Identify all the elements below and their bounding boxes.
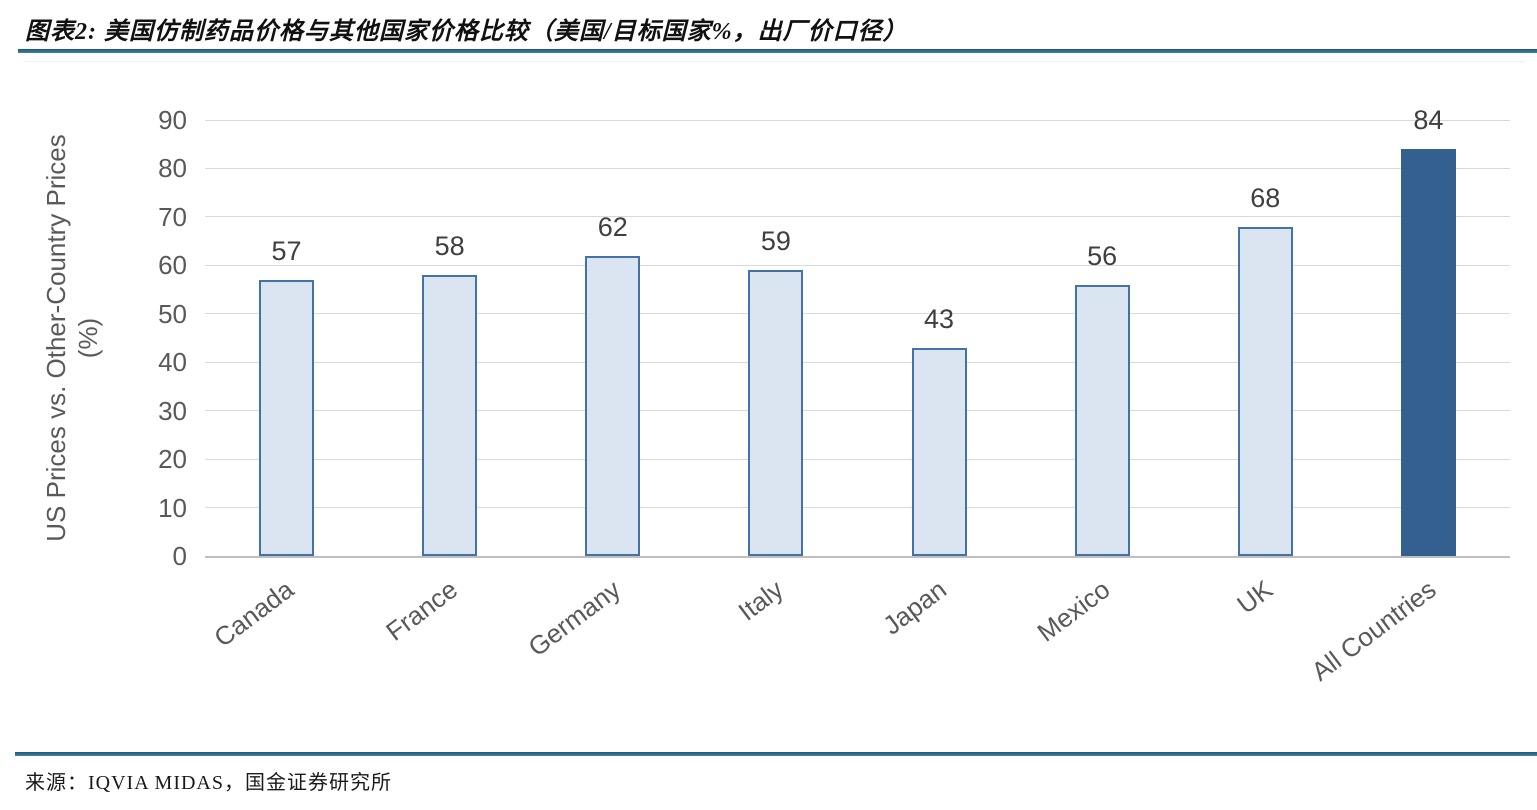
y-tick-label: 60: [158, 250, 187, 281]
x-axis-label-canada: Canada: [208, 574, 300, 653]
x-axis-label-all-countries: All Countries: [1305, 574, 1442, 687]
value-label-france: 58: [434, 231, 465, 262]
gridline: [205, 264, 1510, 266]
bar-canada: [259, 279, 315, 556]
bar-mexico: [1074, 284, 1130, 556]
source-divider-rule: [15, 752, 1537, 756]
y-tick-label: 10: [158, 492, 187, 523]
value-label-all-countries: 84: [1413, 105, 1444, 136]
value-label-canada: 57: [271, 235, 302, 266]
x-axis-label-mexico: Mexico: [1031, 574, 1116, 648]
value-label-italy: 59: [760, 226, 791, 257]
x-axis-label-france: France: [380, 574, 463, 647]
gridline: [205, 216, 1510, 218]
y-tick-label: 30: [158, 395, 187, 426]
bar-uk: [1237, 226, 1293, 556]
gridline: [205, 167, 1510, 169]
chart-area-top-edge: [25, 61, 1525, 62]
figure-title: 图表2: 美国仿制药品价格与其他国家价格比较（美国/目标国家%，出厂价口径）: [25, 19, 908, 45]
y-tick-label: 20: [158, 444, 187, 475]
y-axis-title-line1: US Prices vs. Other-Country Prices: [41, 134, 71, 542]
y-tick-label: 40: [158, 347, 187, 378]
gridline: [205, 410, 1510, 412]
y-axis-title-line2: (%): [73, 317, 103, 359]
title-divider-rule: [18, 49, 1537, 53]
gridline: [205, 458, 1510, 460]
x-axis-label-germany: Germany: [522, 574, 626, 663]
y-axis-title: US Prices vs. Other-Country Prices (%): [40, 134, 104, 541]
gridline: [205, 361, 1510, 363]
y-tick-label: 90: [158, 105, 187, 135]
x-axis-label-japan: Japan: [877, 574, 953, 641]
gridline: [205, 313, 1510, 315]
y-tick-label: 80: [158, 153, 187, 184]
value-label-germany: 62: [597, 211, 628, 242]
bar-france: [422, 275, 478, 556]
x-axis-label-uk: UK: [1231, 574, 1279, 620]
source-note: 来源：IQVIA MIDAS，国金证券研究所: [25, 772, 392, 794]
gridline: [205, 119, 1510, 121]
bar-all-countries: [1400, 149, 1456, 556]
y-tick-label: 70: [158, 201, 187, 232]
x-axis-label-italy: Italy: [732, 574, 789, 627]
plot-area: 57 58 62 59 43 56 68 84: [205, 105, 1510, 558]
value-label-japan: 43: [924, 303, 955, 334]
gridline: [205, 507, 1510, 509]
value-label-uk: 68: [1250, 182, 1281, 213]
y-tick-label: 50: [158, 298, 187, 329]
bar-germany: [585, 255, 641, 556]
bar-japan: [911, 347, 967, 556]
value-label-mexico: 56: [1087, 240, 1118, 271]
y-tick-label: 0: [172, 541, 187, 571]
bar-italy: [748, 270, 804, 556]
